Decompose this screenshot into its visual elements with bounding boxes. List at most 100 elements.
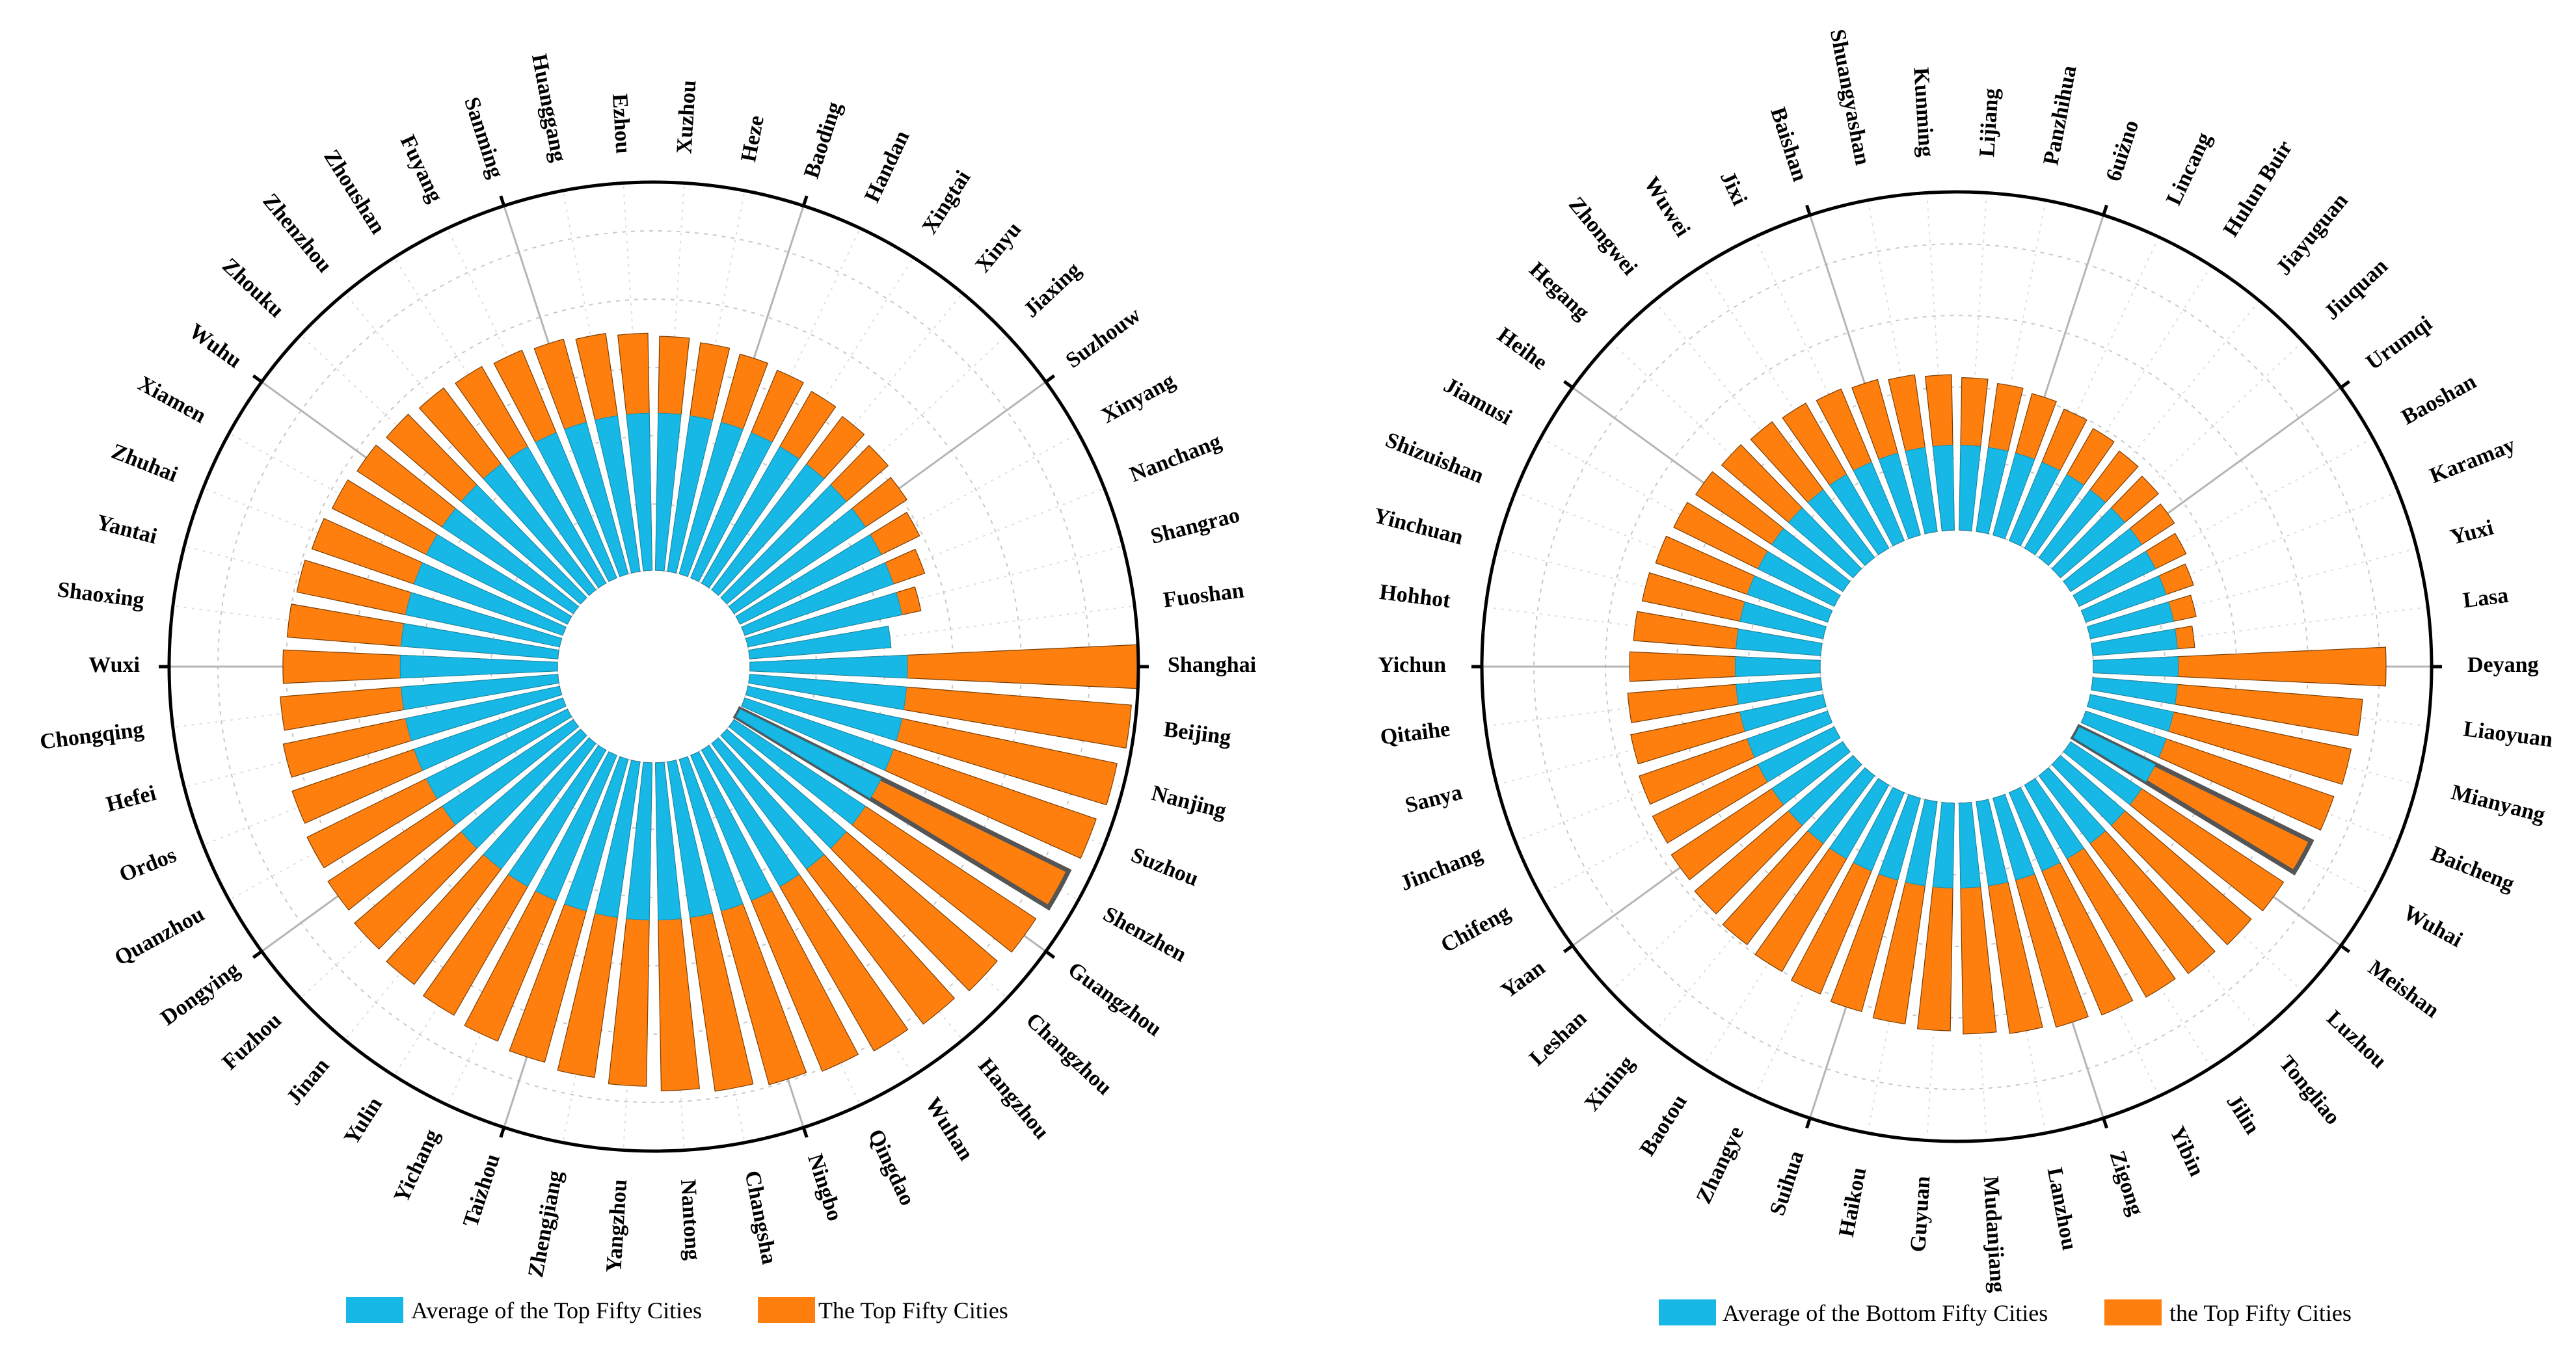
city-label-panzhihua: Panzhihua [2039, 64, 2081, 167]
avg-bar-suihua [1878, 793, 1921, 881]
avg-bar-qingdao [690, 751, 773, 901]
city-label-changzhou: Changzhou [1021, 1008, 1117, 1100]
avg-bar-baoshan [2073, 550, 2156, 607]
city-label-haikou: Haikou [1834, 1165, 1872, 1239]
city-label-quanzhou: Quanzhou [111, 902, 208, 970]
avg-bar-ordos [413, 697, 567, 771]
avg-bar-baoding [678, 421, 744, 578]
city-label-yinchuan: Yinchuan [1371, 503, 1466, 550]
avg-bar-zhoushan [507, 446, 607, 589]
avg-bar-panzhihua [1976, 447, 2009, 535]
city-label-yaan: Yaan [1497, 955, 1550, 1003]
avg-bar-haikou [1905, 799, 1938, 886]
avg-bar-shangrao [745, 592, 903, 648]
avg-bar-deyang [2093, 656, 2179, 677]
city-label-shenzhen: Shenzhen [1099, 902, 1190, 967]
city-label-beijing: Beijing [1162, 717, 1233, 750]
avg-bar-xining [1807, 767, 1875, 844]
city-label-meishan: Meishan [2364, 955, 2444, 1022]
avg-bar-yichun [1735, 656, 1821, 677]
avg-bar-zhenzhou [483, 464, 597, 596]
city-label-huanggang: Huanggang [527, 52, 571, 164]
avg-bar-suzhouw [728, 508, 866, 615]
avg-bar-suzhou [741, 697, 894, 771]
city-label-zhouku: Zhouku [217, 254, 288, 323]
avg-bar-fuyang [535, 432, 617, 582]
avg-bar-hohhot [1736, 628, 1823, 656]
city-label-jixi: Jixi [1715, 168, 1752, 209]
city-label-luzhou: Luzhou [2322, 1006, 2391, 1073]
avg-bar-changsha [667, 760, 713, 918]
city-label-nanjing: Nanjing [1149, 781, 1229, 823]
city-label-mudanjiang: Mudanjiang [1979, 1175, 2010, 1293]
city-label-zhoushan: Zhoushan [319, 146, 390, 239]
city-label-heihe: Heihe [1493, 323, 1552, 375]
legend-left: Average of the Top Fifty Cities The Top … [346, 1297, 1008, 1323]
avg-bar-guyuan [1932, 802, 1955, 888]
city-label-urumqi: Urumqi [2362, 312, 2437, 375]
city-label-baoding: Baoding [799, 99, 847, 181]
avg-bar-fuzhou [461, 728, 587, 849]
top-fifty-radial-chart: Shanghai Beijing Nanjing Suzhou ShenzhenGuan… [38, 52, 1256, 1279]
city-label-tongliao: Tongliao [2274, 1051, 2344, 1129]
city-label-ezhou: Ezhou [608, 93, 636, 155]
legend-swatch-top-cities-right [2104, 1299, 2162, 1325]
frame-tick [1805, 204, 1812, 216]
city-label-xiamen: Xiamen [134, 371, 210, 428]
city-label-jiuquan: Jiuquan [2320, 254, 2393, 325]
avg-bar-hegang [1788, 507, 1862, 579]
avg-bar-wuxi [399, 654, 558, 679]
avg-bar-liaoyuan [2091, 677, 2178, 705]
avg-bar-meishan [2063, 741, 2142, 806]
avg-bar-sanming [564, 421, 629, 578]
city-label-baicheng: Baicheng [2428, 842, 2517, 896]
legend-label-top-cities-right: the Top Fifty Cities [2169, 1300, 2352, 1326]
avg-bar-shanghai [749, 654, 908, 679]
city-label-baoshan: Baoshan [2398, 369, 2480, 430]
city-label-suzhou: Suzhou [1128, 843, 1202, 891]
avg-bar-changzhou [720, 728, 847, 849]
frame-tick [1563, 944, 1574, 953]
avg-bar-nantong [655, 762, 682, 921]
grid-ring [1819, 529, 2094, 804]
avg-bar-shizuishan [1747, 575, 1833, 623]
avg-bar-beijing [748, 674, 907, 710]
city-label-wuhai: Wuhai [2399, 901, 2466, 952]
city-label-deyang: Deyang [2467, 653, 2539, 677]
avg-bar-jinan [483, 737, 597, 870]
city-label-zhenzhou: Zhenzhou [258, 189, 337, 278]
avg-bar-huanggang [595, 415, 641, 574]
city-label-zhengjiang: Zhengjiang [524, 1169, 567, 1279]
city-label-yantai: Yantai [94, 511, 159, 549]
avg-bar-xinyu [711, 464, 825, 596]
city-label-wuhu: Wuhu [185, 319, 247, 373]
avg-bar-zhouku [461, 484, 587, 605]
avg-bar-wuwei [1829, 473, 1890, 555]
frame-tick [801, 1126, 809, 1138]
city-label-changsha: Changsha [740, 1169, 782, 1266]
avg-bar-jiaxing [720, 484, 847, 605]
frame-tick [2102, 204, 2108, 216]
avg-bar-chongqing [400, 674, 559, 710]
avg-bar-baicheng [2080, 710, 2167, 758]
city-label-guangzhou: Guangzhou [1064, 957, 1166, 1041]
avg-bar-nanjing [745, 685, 903, 741]
avg-bar-sanya [1739, 694, 1827, 732]
city-label-wuhan: Wuhan [920, 1093, 978, 1165]
avg-bar-xiamen [425, 534, 572, 625]
city-label-wuxi: Wuxi [88, 653, 140, 677]
avg-bar-yantai [405, 592, 563, 648]
avg-bar-jiuquan [2051, 507, 2126, 579]
avg-bar-shaoxing [400, 623, 559, 659]
avg-bar-wuhan [701, 745, 800, 887]
city-label-leshan: Leshan [1525, 1006, 1592, 1070]
city-label-xuzhou: Xuzhou [672, 79, 701, 154]
avg-bar-zhengjiang [595, 760, 641, 918]
city-label-yichang: Yichang [390, 1126, 444, 1206]
grid-ring [557, 570, 751, 764]
frame-tick [499, 195, 506, 207]
city-label-lasa: Lasa [2462, 583, 2510, 613]
avg-bar-yuxi [2087, 601, 2174, 639]
city-label-chifeng: Chifeng [1437, 901, 1514, 958]
city-label-yichun: Yichun [1378, 653, 1446, 677]
